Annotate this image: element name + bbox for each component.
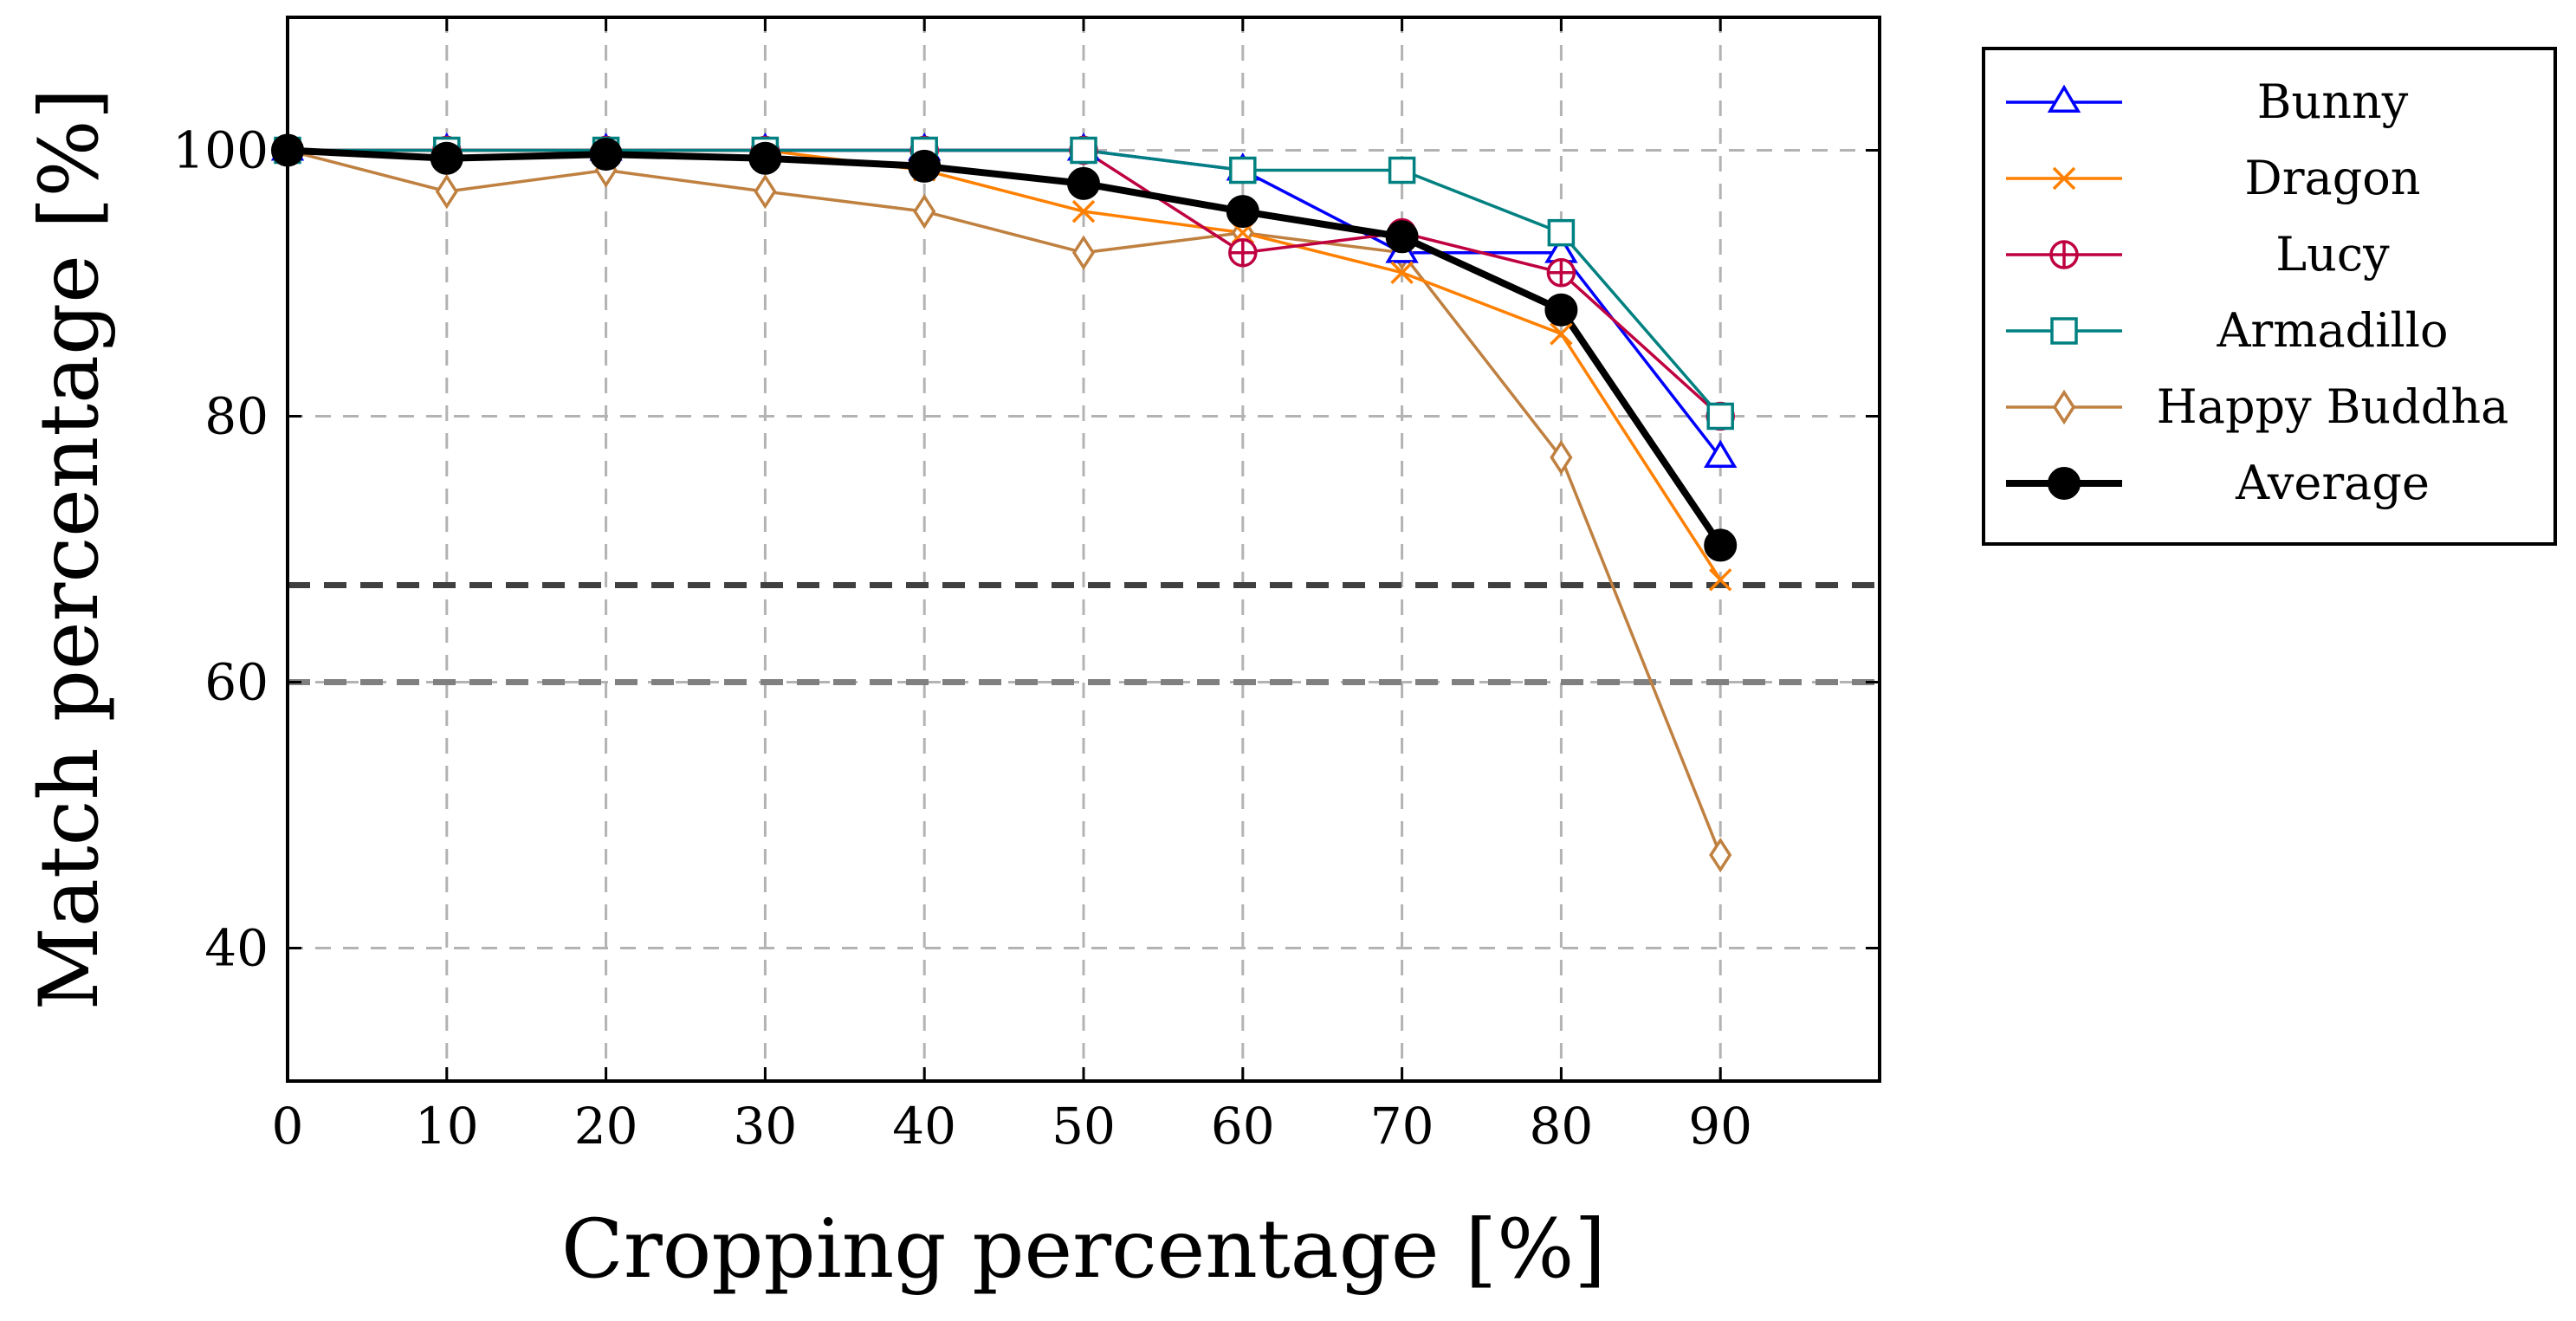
reference-lines: [288, 581, 1880, 685]
x-tick-label-3: 30: [733, 1097, 797, 1156]
point-average-70: [1385, 220, 1419, 254]
legend-box: [1982, 47, 2557, 546]
series-line-dragon: [288, 148, 1722, 581]
legend-marker-average: [2048, 467, 2081, 500]
point-average-30: [748, 141, 782, 175]
point-happy-buddha-10: [435, 173, 458, 210]
point-average-50: [1067, 166, 1100, 200]
point-lucy-60: [1228, 237, 1258, 268]
x-tick-label-4: 40: [892, 1097, 956, 1156]
point-dragon-90: [1708, 568, 1732, 592]
series-line-armadillo: [288, 148, 1722, 418]
x-tick-label-0: 0: [272, 1097, 304, 1156]
series-line-happy-buddha: [287, 148, 1722, 856]
legend-label-lucy: Lucy: [2275, 227, 2390, 282]
series-lines: [287, 146, 1724, 856]
legend-label-dragon: Dragon: [2244, 151, 2420, 205]
legend-label-armadillo: Armadillo: [2216, 303, 2448, 358]
y-tick-label-1: 60: [204, 653, 269, 712]
legend-marker-bunny: [2047, 84, 2081, 113]
point-happy-buddha-50: [1071, 235, 1096, 270]
point-dragon-80: [1550, 322, 1573, 346]
point-happy-buddha-40: [913, 193, 936, 230]
x-tick-label-7: 70: [1370, 1097, 1434, 1156]
point-happy-buddha-30: [754, 173, 777, 210]
series-line-bunny: [288, 148, 1722, 459]
point-dragon-70: [1390, 261, 1414, 284]
point-average-10: [430, 141, 463, 175]
legend-label-bunny: Bunny: [2257, 74, 2409, 129]
legend-marker-dragon: [2052, 166, 2076, 191]
point-happy-buddha-80: [1550, 439, 1573, 476]
point-lucy-80: [1546, 257, 1576, 288]
y-tick-label-0: 40: [204, 919, 269, 978]
point-average-60: [1226, 195, 1259, 229]
point-bunny-90: [1703, 439, 1738, 469]
legend-marker-happy-buddha: [2052, 389, 2076, 425]
point-armadillo-70: [1388, 156, 1416, 185]
legend-marker-armadillo: [2050, 317, 2078, 345]
point-average-90: [1704, 528, 1738, 562]
x-tick-label-6: 60: [1211, 1097, 1275, 1156]
x-tick-label-2: 20: [574, 1097, 638, 1156]
legend: Bunny Dragon Lucy Armadillo Happy Buddha Aver…: [1982, 47, 2557, 546]
point-dragon-50: [1071, 199, 1096, 223]
legend-label-average: Average: [2235, 456, 2430, 510]
x-tick-label-1: 10: [415, 1097, 479, 1156]
y-axis-title: Match percentage [%]: [23, 88, 117, 1011]
x-tick-label-9: 90: [1688, 1097, 1752, 1156]
x-tick-label-8: 80: [1529, 1097, 1593, 1156]
y-tick-labels: 40 60 80 100: [172, 121, 269, 978]
point-happy-buddha-90: [1709, 837, 1732, 873]
x-tick-label-5: 50: [1052, 1097, 1116, 1156]
axis-ticks: [286, 17, 1880, 1081]
point-average-40: [908, 149, 942, 183]
legend-label-happy-buddha: Happy Buddha: [2157, 379, 2509, 434]
legend-marker-lucy: [2049, 240, 2079, 269]
point-armadillo-60: [1229, 156, 1257, 185]
point-armadillo-50: [1070, 136, 1097, 165]
y-tick-label-3: 100: [172, 121, 269, 180]
point-average-20: [589, 138, 623, 172]
series-line-average: [287, 146, 1724, 547]
series-markers: [270, 133, 1738, 873]
point-armadillo-80: [1547, 218, 1576, 247]
x-axis-title: Cropping percentage [%]: [561, 1202, 1606, 1297]
x-tick-labels: 0 10 20 30 40 50 60 70 80 90: [272, 1097, 1753, 1156]
point-armadillo-90: [1706, 402, 1734, 431]
point-average-80: [1544, 293, 1578, 327]
y-tick-label-2: 80: [204, 387, 269, 446]
